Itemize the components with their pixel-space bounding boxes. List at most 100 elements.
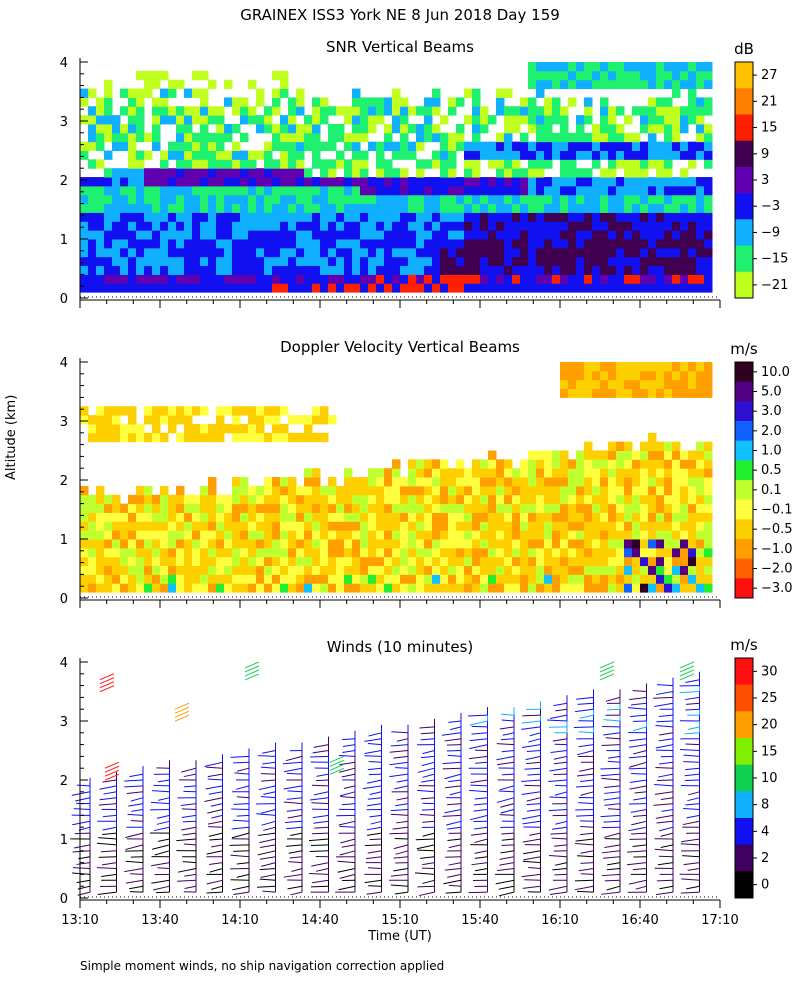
doppler-cell — [80, 539, 89, 549]
doppler-cell — [480, 556, 489, 567]
snr-cell — [80, 247, 89, 258]
snr-cell — [80, 274, 89, 284]
snr-cell — [544, 239, 553, 249]
snr-cell — [408, 256, 417, 267]
wind-barb — [577, 702, 594, 705]
doppler-cell — [192, 565, 201, 575]
doppler-cell — [368, 583, 377, 593]
doppler-cell — [504, 565, 513, 575]
snr-cell — [120, 274, 129, 284]
snr-cell — [672, 132, 681, 143]
snr-cell — [168, 239, 177, 249]
snr-cell — [384, 274, 393, 284]
colorbar-label: 2.0 — [761, 424, 782, 439]
snr-cell — [352, 141, 361, 151]
snr-cell — [360, 123, 369, 134]
snr-cell — [672, 177, 681, 187]
wind-barb — [207, 809, 223, 814]
doppler-cell — [264, 583, 273, 593]
snr-cell — [448, 212, 457, 222]
doppler-cell — [664, 459, 673, 469]
snr-cell — [440, 115, 449, 125]
snr-cell — [120, 132, 129, 143]
wind-barb — [99, 685, 115, 693]
wind-barb — [554, 791, 568, 796]
snr-cell — [376, 230, 385, 240]
doppler-cell — [336, 521, 345, 531]
doppler-cell — [336, 512, 345, 522]
doppler-cell — [320, 521, 329, 531]
snr-cell — [280, 168, 289, 178]
doppler-cell — [152, 574, 161, 584]
snr-cell — [648, 194, 657, 205]
doppler-cell — [600, 530, 609, 540]
doppler-cell — [664, 468, 673, 478]
doppler-cell — [664, 370, 673, 381]
wind-barb — [607, 760, 621, 763]
doppler-cell — [496, 574, 505, 584]
snr-cell — [280, 123, 289, 134]
snr-cell — [80, 221, 89, 231]
snr-cell — [288, 97, 297, 107]
snr-cell — [312, 203, 321, 213]
snr-cell — [680, 79, 689, 90]
snr-cell — [560, 212, 569, 222]
wind-barb — [688, 791, 700, 796]
doppler-cell — [144, 530, 153, 540]
snr-cell — [152, 283, 161, 293]
snr-cell — [424, 274, 433, 284]
snr-cell — [200, 239, 209, 249]
wind-barb — [208, 826, 223, 828]
snr-cell — [240, 115, 249, 125]
doppler-cell — [624, 485, 633, 496]
doppler-cell — [272, 406, 281, 416]
wind-barb — [444, 738, 462, 742]
panel-title: Doppler Velocity Vertical Beams — [280, 338, 520, 356]
doppler-cell — [216, 512, 225, 522]
snr-cell — [568, 247, 577, 258]
snr-cell — [456, 274, 465, 284]
wind-barb — [288, 850, 303, 854]
snr-cell — [424, 194, 433, 205]
snr-cell — [624, 203, 633, 213]
snr-cell — [104, 247, 113, 258]
wind-barb — [469, 789, 488, 793]
doppler-cell — [288, 565, 297, 575]
snr-cell — [560, 159, 569, 169]
doppler-cell — [616, 521, 625, 531]
wind-barb — [102, 814, 117, 818]
snr-cell — [616, 159, 625, 169]
doppler-cell — [168, 539, 177, 549]
doppler-cell — [120, 574, 129, 584]
snr-cell — [304, 132, 313, 143]
wind-barb — [469, 744, 488, 750]
snr-cell — [144, 265, 153, 275]
snr-cell — [200, 283, 209, 293]
doppler-cell — [400, 503, 409, 513]
doppler-cell — [664, 512, 673, 522]
snr-cell — [120, 123, 129, 134]
snr-cell — [152, 70, 161, 81]
doppler-cell — [248, 415, 257, 425]
doppler-cell — [392, 574, 401, 584]
snr-cell — [256, 221, 265, 231]
snr-cell — [664, 159, 673, 169]
snr-cell — [512, 265, 521, 275]
doppler-cell — [680, 370, 689, 381]
snr-cell — [352, 230, 361, 240]
wind-barb — [501, 719, 515, 722]
snr-cell — [624, 185, 633, 196]
colorbar-label: 27 — [761, 68, 778, 83]
colorbar-swatch — [735, 871, 753, 899]
doppler-cell — [256, 423, 265, 434]
doppler-cell — [344, 574, 353, 584]
doppler-cell — [200, 503, 209, 513]
snr-cell — [560, 203, 569, 213]
doppler-cell — [528, 521, 537, 531]
doppler-cell — [664, 388, 673, 398]
snr-cell — [536, 106, 545, 116]
snr-cell — [112, 212, 121, 222]
doppler-cell — [696, 459, 705, 469]
doppler-cell — [288, 485, 297, 496]
snr-cell — [288, 194, 297, 205]
